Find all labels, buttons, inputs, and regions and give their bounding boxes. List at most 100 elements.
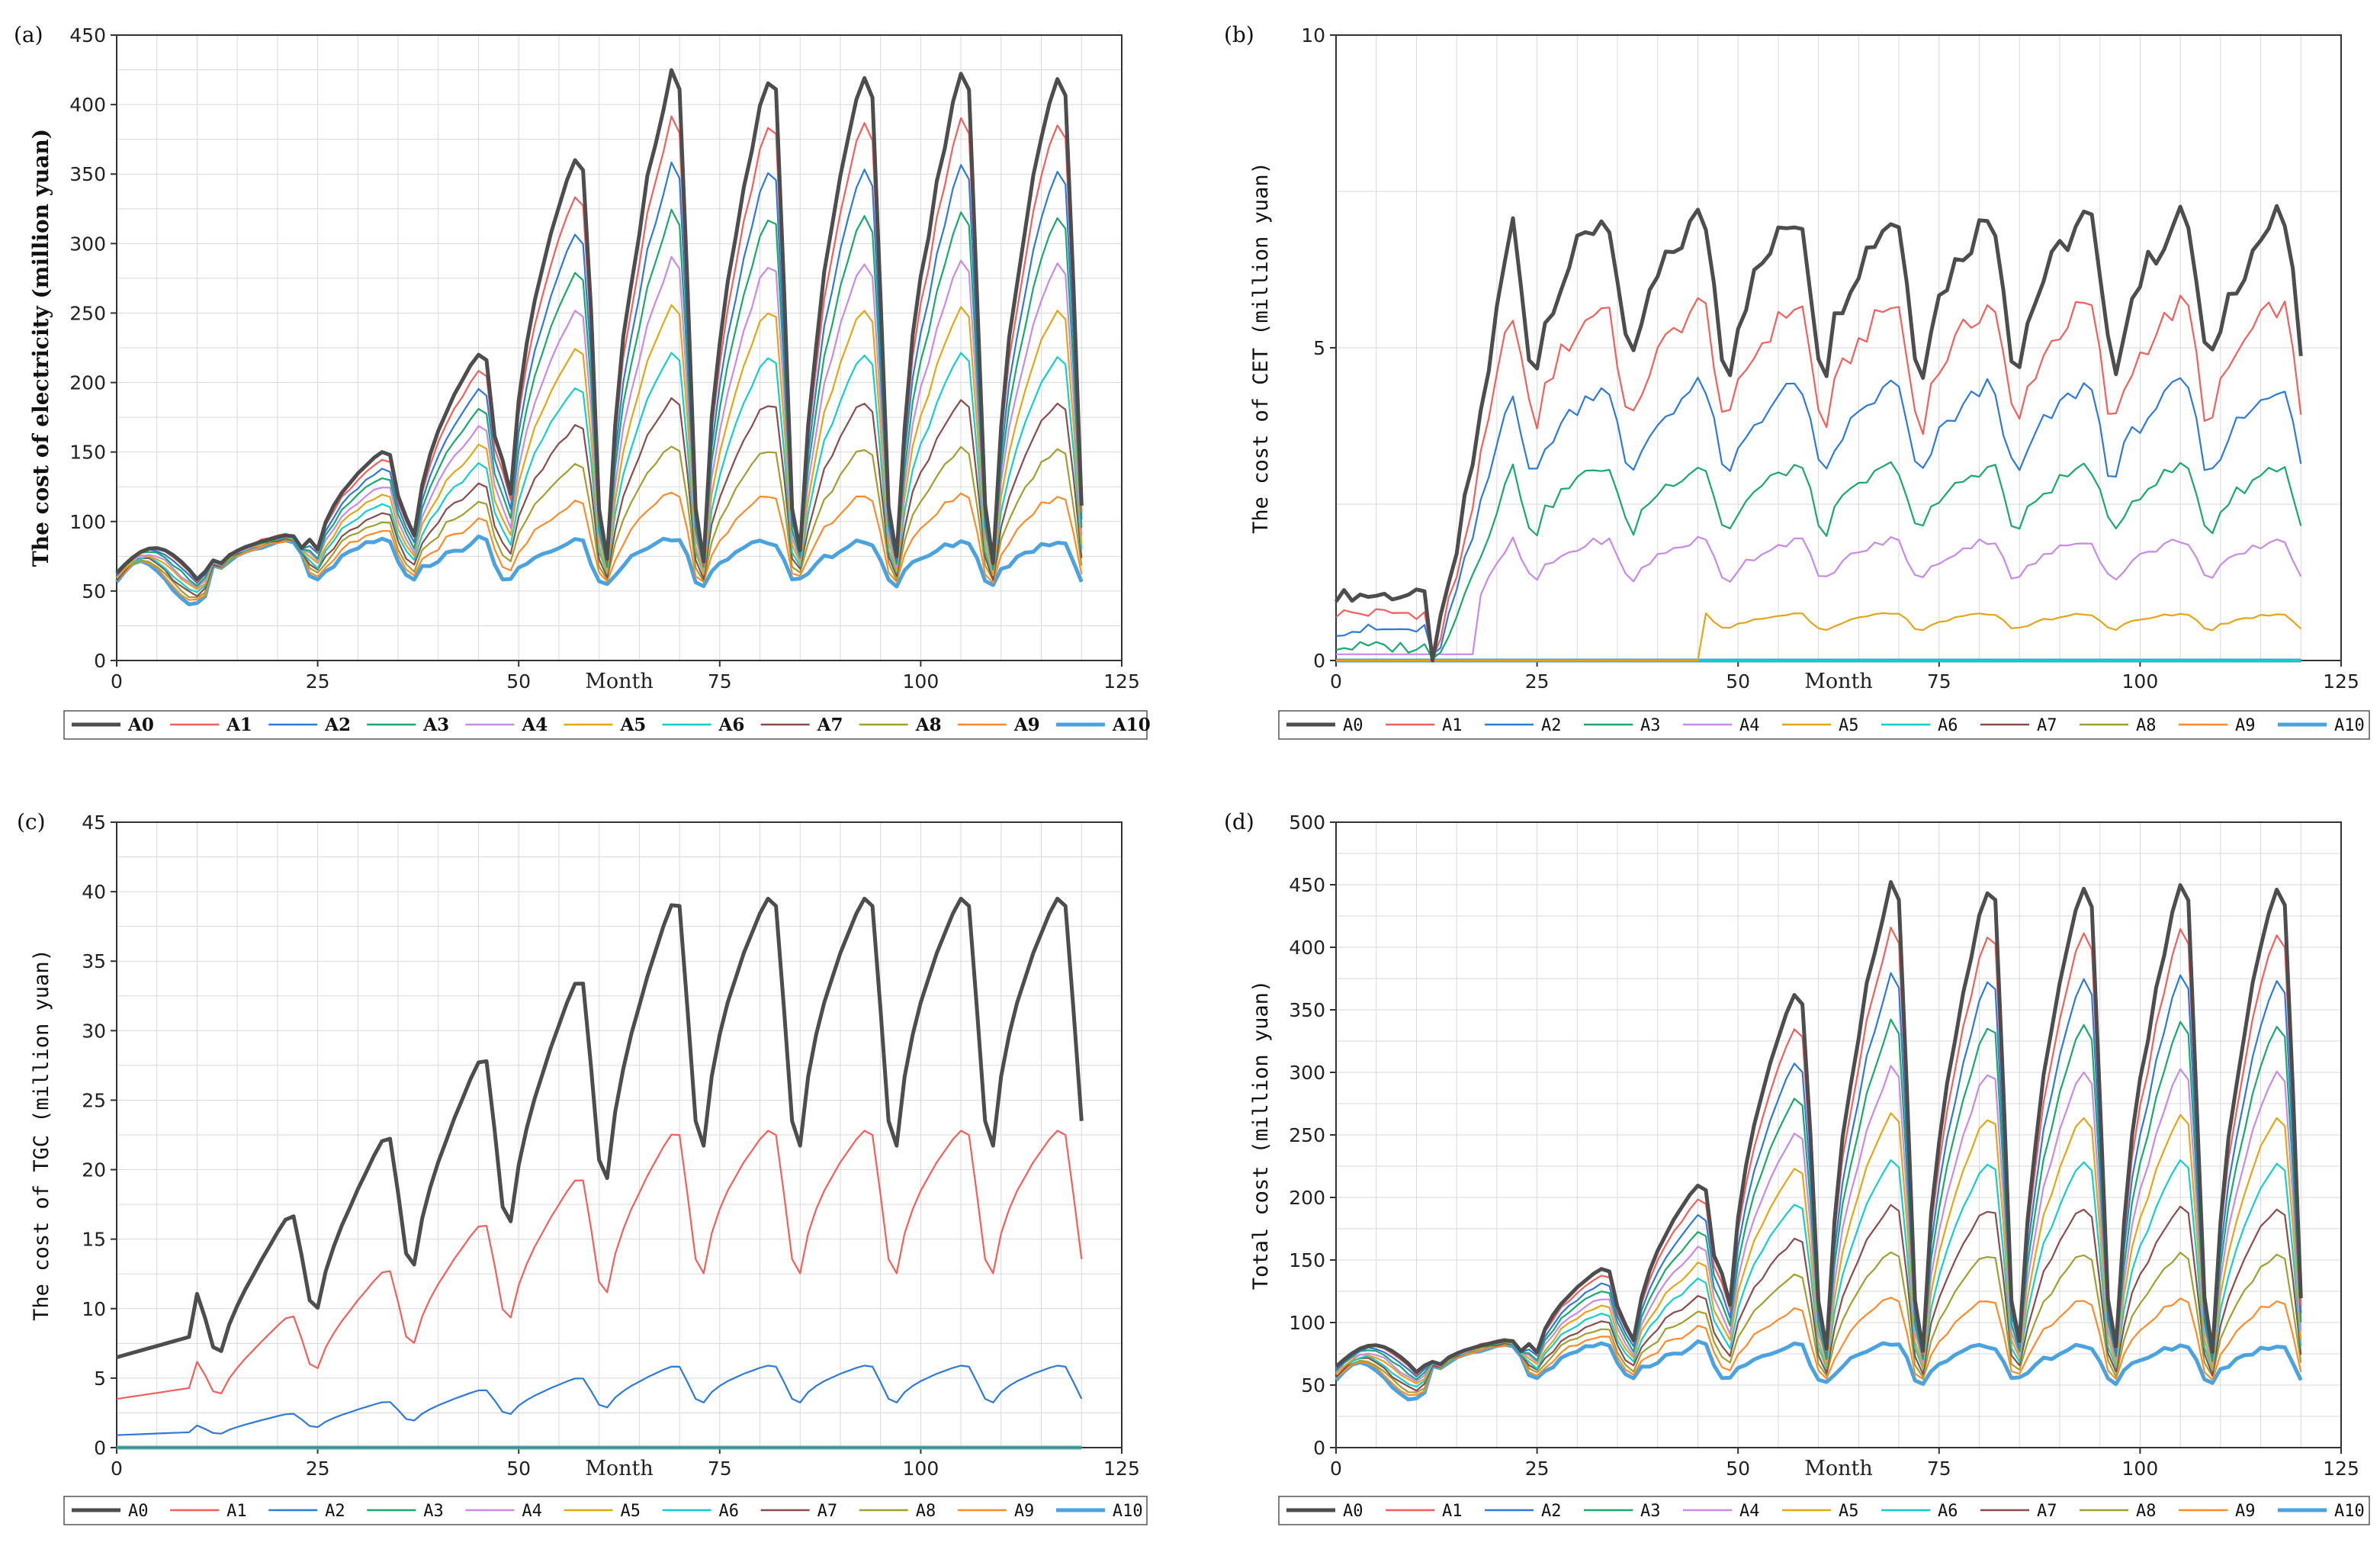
legend-label-a4: A4 bbox=[1739, 1502, 1760, 1521]
legend-label-a5: A5 bbox=[620, 1502, 641, 1521]
y-tick-label: 100 bbox=[69, 511, 106, 533]
legend-label-a6: A6 bbox=[1938, 716, 1958, 735]
series-line-a2 bbox=[116, 1364, 1083, 1436]
legend-label-a8: A8 bbox=[916, 1502, 936, 1521]
legend-label-a7: A7 bbox=[2037, 1502, 2057, 1521]
y-tick-label: 200 bbox=[1289, 1187, 1325, 1209]
legend-label-a9: A9 bbox=[2235, 716, 2256, 735]
legend-label-a6: A6 bbox=[1938, 1502, 1958, 1521]
x-axis-label: Month bbox=[1804, 1457, 1873, 1480]
series-line-a0 bbox=[116, 896, 1084, 1360]
y-axis-label: The cost of TGC (million yuan) bbox=[30, 949, 53, 1321]
legend-label-a2: A2 bbox=[324, 715, 351, 735]
panel-label: (c) bbox=[17, 809, 46, 834]
y-tick-label: 0 bbox=[94, 650, 106, 672]
x-tick-label: 50 bbox=[506, 670, 531, 693]
legend-label-a9: A9 bbox=[1014, 1502, 1035, 1521]
series-line-a7 bbox=[1335, 1204, 2302, 1392]
y-tick-label: 100 bbox=[1289, 1312, 1325, 1334]
series-line-a2 bbox=[1335, 376, 2302, 656]
x-axis-label: Month bbox=[585, 670, 654, 693]
y-axis-label: Total cost (million yuan) bbox=[1249, 980, 1273, 1290]
x-tick-label: 75 bbox=[708, 1458, 732, 1480]
legend-label-a0: A0 bbox=[1343, 716, 1363, 735]
series-line-a0 bbox=[1335, 880, 2303, 1374]
legend-label-a8: A8 bbox=[2136, 1502, 2157, 1521]
legend-label-a3: A3 bbox=[1640, 716, 1661, 735]
x-axis-label: Month bbox=[585, 1457, 654, 1480]
panel-b-cet-cost: 0 25 50 75 100 125 Month 0 5 10 The cost of CET (m… bbox=[1224, 22, 2370, 740]
legend: A0 A1 A2 A3 A4 A5 A6 A7 A8 A9 A10 bbox=[1278, 710, 2370, 740]
legend-label-a10: A10 bbox=[1113, 1502, 1143, 1521]
y-tick-label: 350 bbox=[1289, 999, 1325, 1021]
legend-label-a9: A9 bbox=[2235, 1502, 2256, 1521]
series-line-a7 bbox=[116, 397, 1083, 597]
x-tick-label: 75 bbox=[1927, 1458, 1951, 1480]
legend-label-a3: A3 bbox=[423, 1502, 444, 1521]
legend-label-a0: A0 bbox=[128, 1502, 149, 1521]
y-tick-label: 50 bbox=[82, 580, 106, 603]
x-tick-label: 125 bbox=[1103, 1458, 1140, 1480]
series-line-a3 bbox=[1335, 461, 2302, 660]
x-tick-label: 75 bbox=[1927, 670, 1951, 693]
legend-label-a10: A10 bbox=[2334, 716, 2365, 735]
panel-label: (d) bbox=[1224, 809, 1254, 834]
legend-label-a1: A1 bbox=[1442, 716, 1463, 735]
y-tick-label: 350 bbox=[69, 163, 106, 185]
x-tick-label: 0 bbox=[1330, 670, 1342, 693]
x-tick-label: 125 bbox=[2323, 1458, 2359, 1480]
y-tick-label: 300 bbox=[1289, 1062, 1325, 1084]
y-tick-label: 500 bbox=[1289, 812, 1325, 834]
legend-label-a6: A6 bbox=[718, 715, 745, 735]
x-tick-label: 25 bbox=[306, 1458, 330, 1480]
y-tick-label: 10 bbox=[82, 1298, 106, 1320]
plot-frame bbox=[116, 34, 1123, 661]
legend-label-a4: A4 bbox=[1739, 716, 1760, 735]
legend-label-a2: A2 bbox=[1541, 716, 1562, 735]
y-tick-label: 250 bbox=[1289, 1124, 1325, 1146]
y-tick-label: 0 bbox=[94, 1437, 106, 1459]
y-tick-label: 25 bbox=[82, 1089, 106, 1111]
x-tick-label: 0 bbox=[1330, 1458, 1342, 1480]
legend-label-a7: A7 bbox=[2037, 716, 2057, 735]
panel-a-electricity-cost: 0 25 50 75 100 125 Month 0 50 100 150 200 250 300 350 4… bbox=[14, 22, 1151, 740]
y-tick-label: 150 bbox=[69, 442, 106, 464]
series-line-a0 bbox=[115, 68, 1084, 581]
legend-label-a3: A3 bbox=[422, 715, 449, 735]
legend-label-a0: A0 bbox=[127, 715, 154, 735]
series-line-a1 bbox=[1335, 294, 2302, 659]
legend-label-a4: A4 bbox=[521, 715, 548, 735]
panel-label: (a) bbox=[14, 22, 43, 47]
x-tick-label: 100 bbox=[2122, 670, 2159, 693]
y-tick-label: 0 bbox=[1313, 1437, 1325, 1459]
y-tick-label: 5 bbox=[94, 1368, 106, 1390]
series-line-a5 bbox=[1336, 612, 2302, 662]
y-tick-label: 450 bbox=[69, 24, 106, 47]
series-line-a4 bbox=[1336, 535, 2302, 655]
series-line-a9 bbox=[116, 491, 1083, 601]
legend: A0 A1 A2 A3 A4 A5 A6 A7 A8 A9 A10 bbox=[63, 710, 1151, 740]
y-tick-label: 50 bbox=[1301, 1374, 1325, 1397]
legend-label-a6: A6 bbox=[719, 1502, 740, 1521]
x-tick-label: 75 bbox=[708, 670, 732, 693]
y-tick-label: 30 bbox=[82, 1020, 106, 1042]
x-tick-label: 50 bbox=[506, 1458, 531, 1480]
y-tick-label: 20 bbox=[82, 1159, 106, 1181]
legend: A0 A1 A2 A3 A4 A5 A6 A7 A8 A9 A10 bbox=[63, 1496, 1148, 1525]
legend-label-a10: A10 bbox=[1112, 715, 1151, 735]
legend-label-a7: A7 bbox=[817, 1502, 838, 1521]
y-tick-label: 200 bbox=[69, 372, 106, 394]
y-tick-label: 250 bbox=[69, 302, 106, 324]
panel-c-tgc-cost: 0 25 50 75 100 125 Month 0 5 10 15 20 25 30 35 40 45 The … bbox=[17, 809, 1148, 1525]
x-axis-label: Month bbox=[1804, 670, 1873, 693]
legend-label-a5: A5 bbox=[619, 715, 646, 735]
series-line-a9 bbox=[1335, 1297, 2302, 1397]
y-axis-label: The cost of electricity (million yuan) bbox=[28, 129, 53, 567]
y-tick-label: 45 bbox=[82, 812, 106, 834]
x-tick-label: 0 bbox=[111, 670, 123, 693]
y-tick-label: 150 bbox=[1289, 1249, 1325, 1271]
legend-label-a7: A7 bbox=[817, 715, 843, 735]
x-tick-label: 125 bbox=[1103, 670, 1140, 693]
x-tick-label: 125 bbox=[2323, 670, 2359, 693]
y-tick-label: 15 bbox=[82, 1229, 106, 1251]
